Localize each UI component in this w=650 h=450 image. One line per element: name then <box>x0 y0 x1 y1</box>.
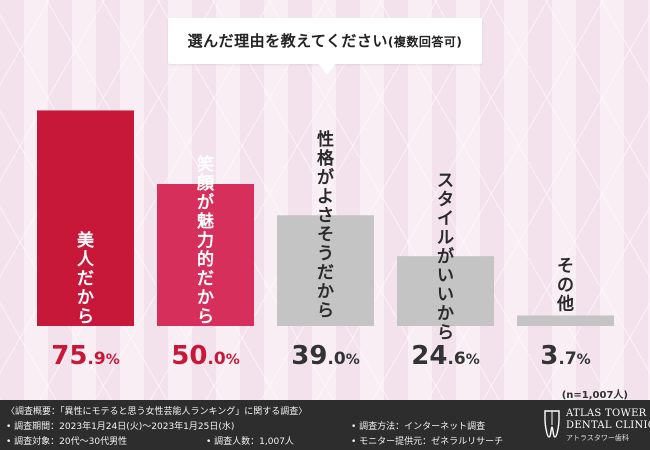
title-bubble-tail <box>318 63 336 75</box>
bar-2 <box>157 184 254 326</box>
title-main: 選んだ理由を教えてください <box>187 32 388 50</box>
value-label-4: 24.6% <box>411 341 480 371</box>
value-label-1: 75.9% <box>51 341 120 371</box>
bar-1 <box>37 110 134 326</box>
value-label-5: 3.7% <box>540 341 590 371</box>
title-bubble: 選んだ理由を教えてください(複数回答可) <box>168 18 482 64</box>
survey-summary: 〈調査概要：「異性にモテると思う女性芸能人ランキング」に関する調査〉 <box>6 407 308 417</box>
sample-size-note: (n=1,007人) <box>561 390 628 401</box>
bar-5 <box>517 315 614 326</box>
title-note: (複数回答可) <box>387 35 463 49</box>
bar-4 <box>397 256 494 326</box>
category-label-4: スタイルがいいから <box>437 171 454 343</box>
bar-chart: 美人だから 75.9% 笑顔が魅力的だから 50.0% 性格がよさそうだから 39.0% ス… <box>37 110 614 371</box>
survey-period: • 調査期間：2023年1月24日(火)〜2023年1月25日(水) <box>6 422 235 432</box>
logo-name-line2: DENTAL CLINIC <box>566 420 650 431</box>
category-label-2: 笑顔が魅力的だから <box>196 154 215 327</box>
survey-people: • 調査人数：1,007人 <box>206 437 294 447</box>
value-label-3: 39.0% <box>291 341 360 371</box>
category-label-1: 美人だから <box>77 230 95 327</box>
bar-3 <box>277 215 374 326</box>
survey-footer: 〈調査概要：「異性にモテると思う女性芸能人ランキング」に関する調査〉 • 調査期… <box>0 400 650 450</box>
survey-provider: • モニター提供元：ゼネラルリサーチ <box>351 437 504 447</box>
survey-target: • 調査対象：20代〜30代男性 <box>6 437 128 447</box>
logo-subtitle: アトラスタワー歯科 <box>566 434 629 442</box>
chart-title: 選んだ理由を教えてください(複数回答可) <box>168 18 482 64</box>
category-label-3: 性格がよさそうだから <box>317 129 335 321</box>
category-label-5: その他 <box>556 256 574 314</box>
logo-name-line1: ATLAS TOWER <box>566 408 647 419</box>
value-label-2: 50.0% <box>171 341 240 371</box>
tooth-icon <box>544 410 560 438</box>
clinic-logo: ATLAS TOWER DENTAL CLINIC アトラスタワー歯科 <box>540 405 650 445</box>
survey-method: • 調査方法：インターネット調査 <box>351 422 486 432</box>
